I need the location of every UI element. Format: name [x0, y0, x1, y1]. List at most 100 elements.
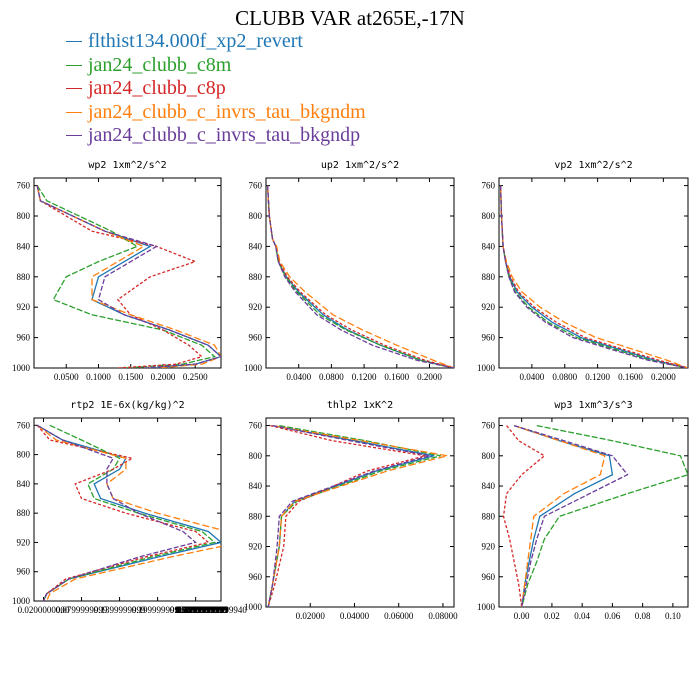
y-tick-label: 800	[249, 211, 263, 221]
x-tick-label: 0.1600	[618, 372, 643, 382]
chart-panel: thlp2 1xK^2 760 800 840 880 920 960 1000 0.02000…	[244, 400, 458, 621]
chart-title: rtp2 1E-6x(kg/kg)^2	[70, 400, 184, 411]
x-tick-label: 0.0500	[54, 372, 79, 382]
legend-item: jan24_clubb_c8p	[66, 77, 366, 101]
series-line	[267, 424, 426, 607]
y-tick-label: 960	[17, 567, 31, 577]
series-line	[513, 424, 606, 607]
series-line	[499, 185, 688, 368]
x-tick-label: 0.2999999940	[195, 605, 247, 615]
series-line	[266, 185, 454, 368]
x-tick-label: 0.06	[605, 611, 621, 621]
chart-panel: up2 1xm^2/s^2 760 800 840 880 920 960 1000 0.040…	[244, 160, 455, 382]
y-tick-label: 1000	[12, 363, 31, 373]
x-tick-label: 0.9799999999	[176, 605, 228, 615]
legend-label: flthist134.000f_xp2_revert	[88, 30, 303, 53]
legend-item: flthist134.000f_xp2_revert	[66, 30, 366, 54]
x-tick-label: 0.1500	[118, 372, 143, 382]
series-line	[266, 185, 454, 368]
x-tick-label: 0.0400	[519, 372, 544, 382]
series-line	[521, 424, 688, 607]
x-tick-label: 0.3799999999	[175, 605, 227, 615]
x-tick-label: 0.6799999999	[177, 605, 229, 615]
y-tick-label: 840	[249, 481, 263, 491]
series-line	[36, 185, 204, 368]
series-line	[267, 424, 430, 607]
legend-label: jan24_clubb_c8p	[88, 77, 226, 100]
x-tick-label: 0.04	[574, 611, 590, 621]
series-group	[266, 185, 454, 368]
series-line	[267, 424, 448, 607]
legend-label: jan24_clubb_c8m	[88, 53, 232, 76]
chart-title: vp2 1xm^2/s^2	[554, 160, 632, 171]
series-line	[36, 424, 210, 601]
chart-title: thlp2 1xK^2	[327, 400, 393, 411]
x-tick-label: 0.4999999999	[177, 605, 229, 615]
y-tick-label: 1000	[477, 363, 496, 373]
x-tick-label: 0.0400	[286, 372, 311, 382]
series-line	[499, 185, 688, 368]
chart-panel: vp2 1xm^2/s^2 760 800 840 880 920 960 1000 0.040…	[477, 160, 689, 382]
series-group	[36, 185, 221, 368]
series-line	[36, 424, 197, 601]
series-line	[36, 185, 216, 368]
y-tick-label: 800	[249, 451, 263, 461]
x-tick-label: 0.0200000000	[18, 605, 70, 615]
y-tick-label: 800	[17, 211, 31, 221]
series-line	[266, 185, 454, 368]
x-tick-label: 0.1399999999	[94, 605, 146, 615]
y-tick-label: 800	[17, 450, 31, 460]
x-tick-label: 0.10	[665, 611, 681, 621]
x-tick-label: 0.1200	[585, 372, 610, 382]
y-tick-label: 840	[249, 241, 263, 251]
chart-panel: rtp2 1E-6x(kg/kg)^2 760 800 840 880 920 960 100…	[12, 400, 247, 615]
chart-frame	[33, 417, 222, 602]
y-tick-label: 960	[17, 333, 31, 343]
chart-panel: wp2 1xm^2/s^2 760 800 840 880 920 960 1000 0.050…	[12, 160, 222, 382]
x-tick-label: 0.6199999999	[176, 605, 228, 615]
x-tick-label: 0.0799999999	[56, 605, 108, 615]
series-line	[266, 185, 454, 368]
x-tick-label: 0.2000	[417, 372, 442, 382]
y-tick-label: 760	[482, 421, 496, 431]
legend-label: jan24_clubb_c_invrs_tau_bkgndm	[88, 100, 366, 123]
legend-swatch	[66, 111, 82, 113]
x-tick-label: 0.08	[635, 611, 651, 621]
y-tick-label: 920	[249, 542, 263, 552]
series-line	[36, 185, 221, 368]
legend-swatch	[66, 88, 82, 90]
y-tick-label: 960	[249, 572, 263, 582]
x-tick-label: 0.1999999999	[132, 605, 184, 615]
y-tick-label: 960	[482, 572, 496, 582]
series-line	[513, 424, 629, 607]
x-tick-label: 0.06000	[384, 611, 414, 621]
series-group	[36, 424, 221, 601]
chart-title: wp2 1xm^2/s^2	[88, 160, 166, 171]
x-tick-label: 0.0800	[319, 372, 344, 382]
series-group	[502, 424, 688, 607]
x-tick-label: 0.2599999999	[170, 605, 222, 615]
legend-swatch	[66, 41, 82, 43]
x-tick-label: 0.00	[514, 611, 530, 621]
y-tick-label: 960	[249, 333, 263, 343]
legend-swatch	[66, 64, 82, 66]
chart-title: wp3 1xm^3/s^3	[554, 400, 632, 411]
legend-label: jan24_clubb_c_invrs_tau_bkgndp	[88, 124, 361, 147]
y-tick-label: 920	[482, 302, 496, 312]
y-tick-label: 1000	[12, 596, 31, 606]
legend-swatch	[66, 135, 82, 137]
y-tick-label: 880	[249, 511, 263, 521]
x-tick-label: 0.1200	[352, 372, 377, 382]
series-line	[502, 425, 546, 607]
y-tick-label: 840	[17, 241, 31, 251]
x-tick-label: 0.3199999999	[177, 605, 229, 615]
y-tick-label: 920	[17, 302, 31, 312]
chart-frame	[265, 417, 455, 608]
y-tick-label: 760	[249, 421, 263, 431]
series-line	[42, 424, 217, 601]
chart-panel: wp3 1xm^3/s^3 760 800 840 880 920 960 1000 0.00 0…	[477, 400, 689, 621]
y-tick-label: 800	[482, 211, 496, 221]
x-tick-label: 0.02	[544, 611, 560, 621]
x-tick-label: 0.02000	[296, 611, 326, 621]
